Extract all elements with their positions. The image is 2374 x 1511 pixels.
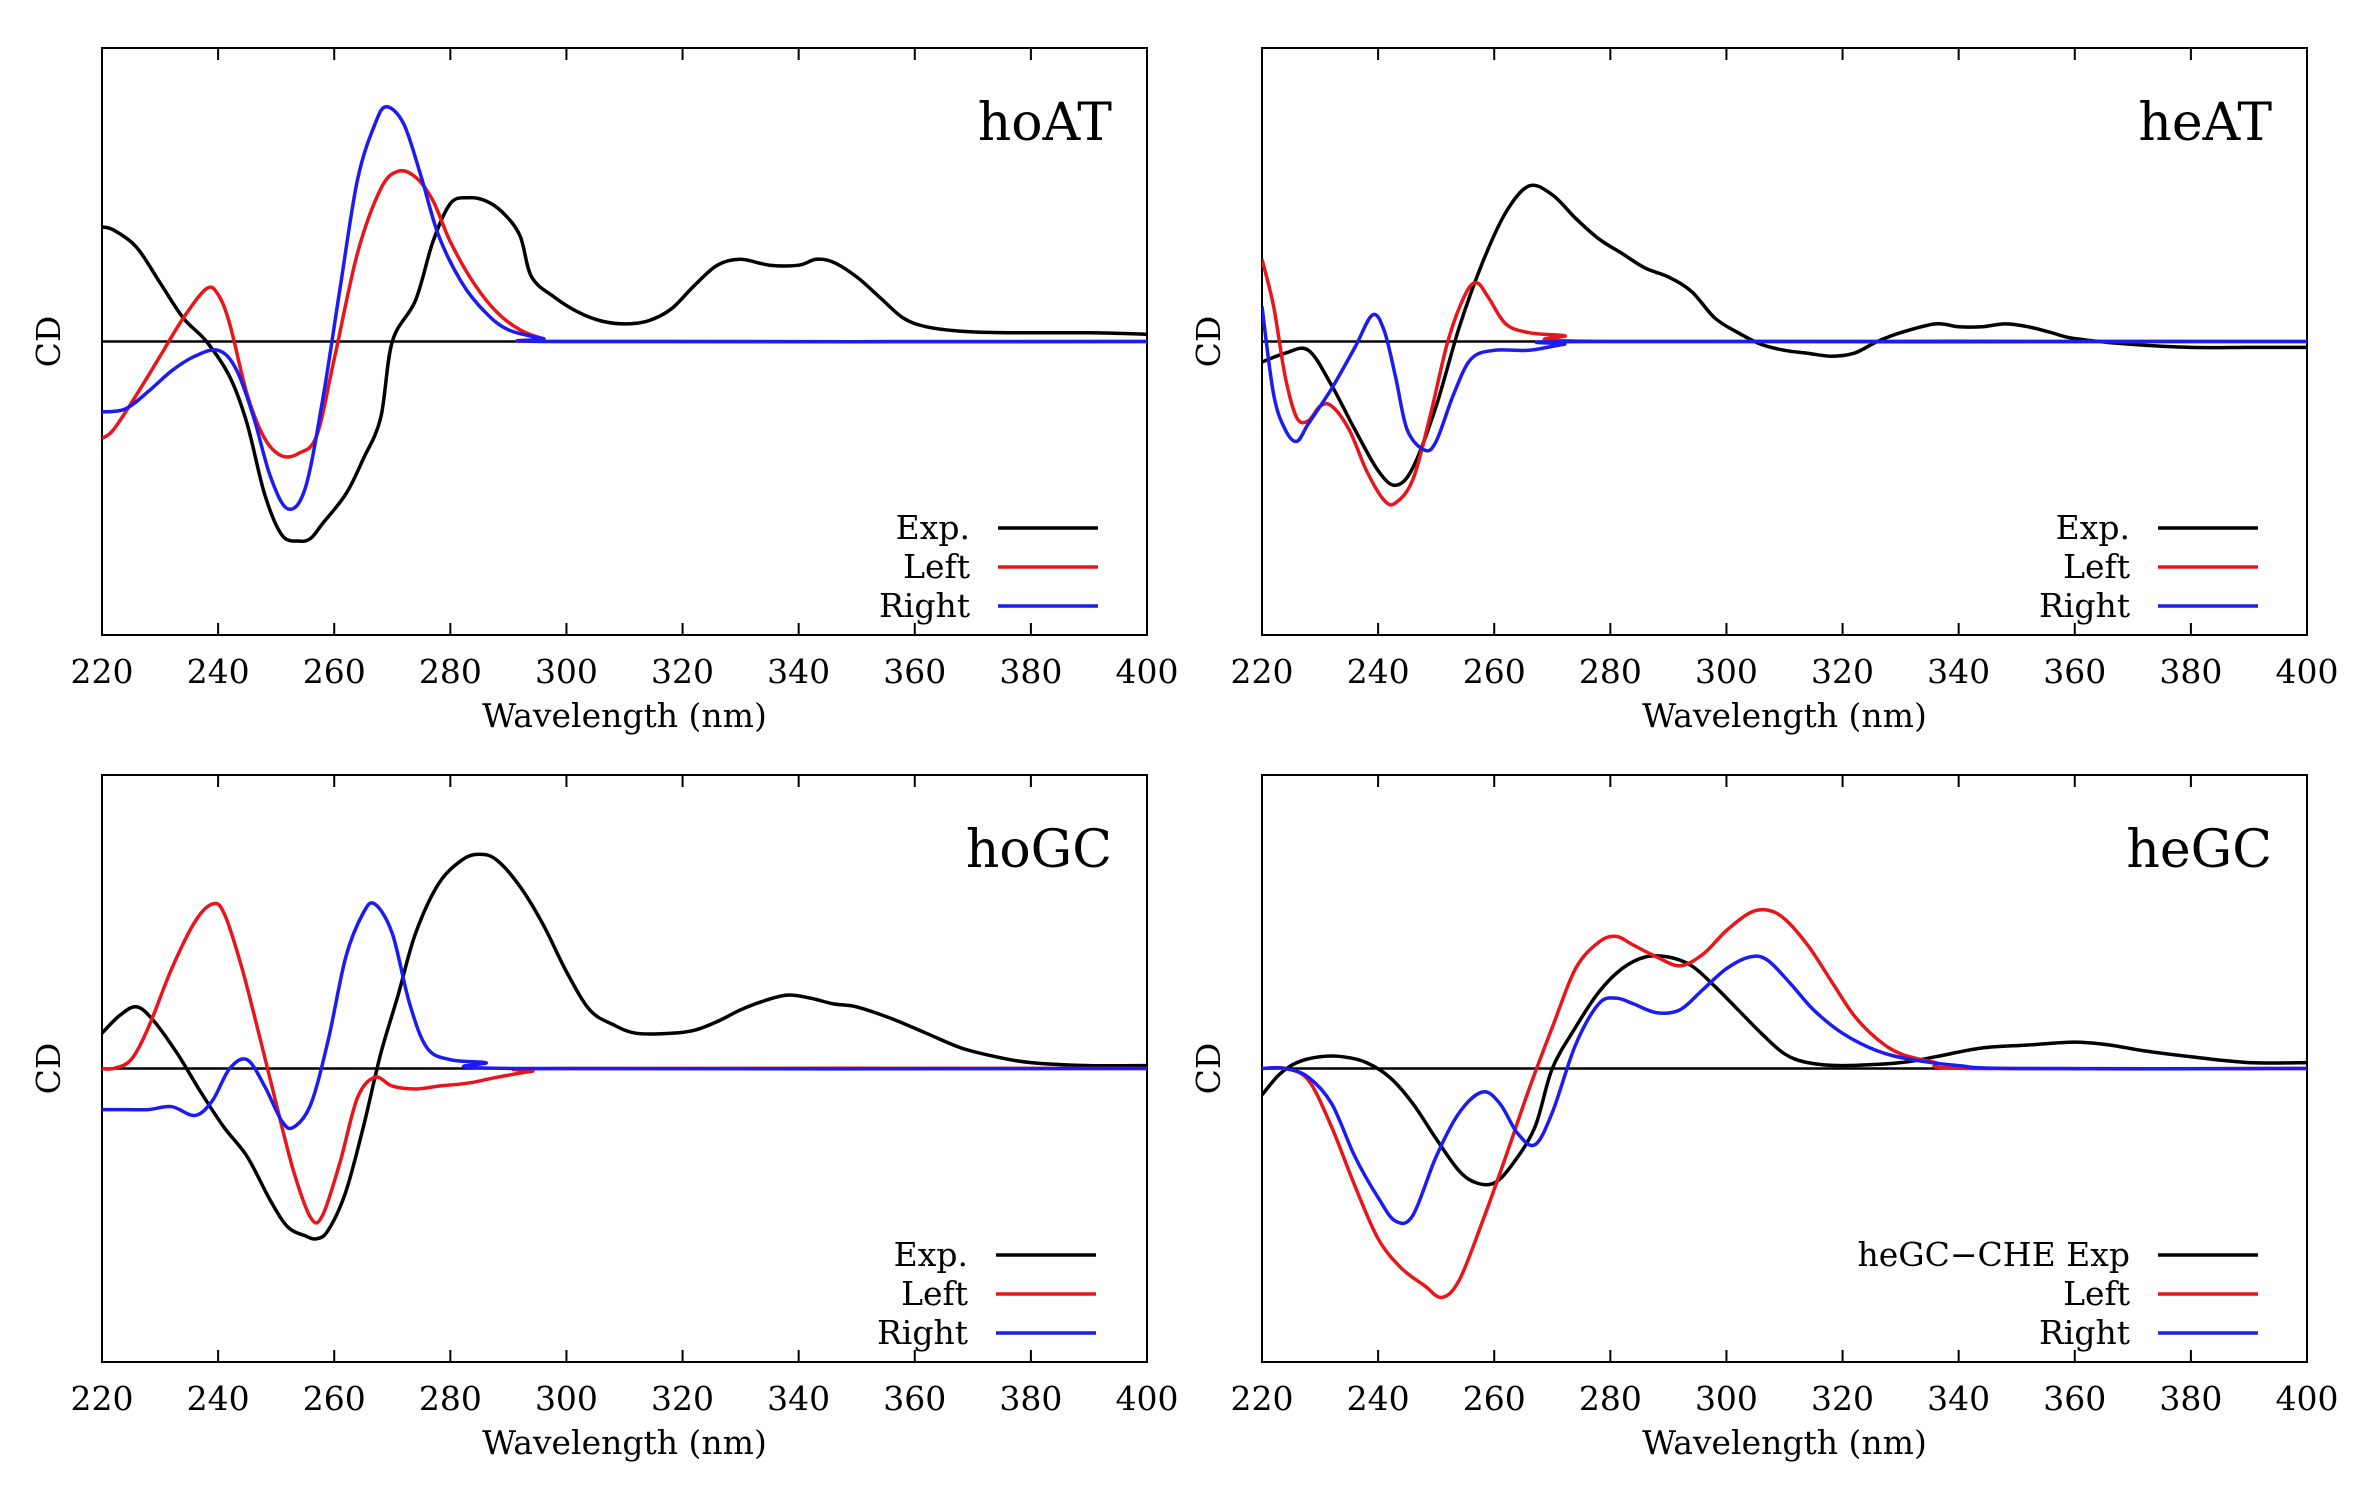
x-tick-label: 340	[767, 1379, 830, 1418]
series-line-right	[1262, 954, 2307, 1226]
x-tick-label: 400	[1116, 1379, 1179, 1418]
x-tick-label: 300	[1695, 1379, 1758, 1418]
panel-hegc: 220 240 260 280 300 320 340 360 380 400 Wavelength…	[1189, 774, 2339, 1462]
x-tick-label: 300	[535, 1379, 598, 1418]
x-tick-label: 260	[303, 652, 366, 691]
x-tick-label: 400	[2276, 1379, 2339, 1418]
x-tick-label: 340	[1927, 1379, 1990, 1418]
series-line-left	[102, 901, 1147, 1225]
series-line-exp	[1262, 183, 2307, 488]
x-tick-label: 380	[2159, 1379, 2222, 1418]
x-tick-label: 360	[2043, 652, 2106, 691]
series-line-left	[102, 168, 1147, 459]
panel-title: heGC	[2126, 820, 2272, 880]
x-tick-label: 220	[1231, 1379, 1294, 1418]
panel-hogc: 220 240 260 280 300 320 340 360 380 400 Wavelength…	[29, 774, 1179, 1462]
x-tick-label: 400	[2276, 652, 2339, 691]
x-tick-label: 220	[71, 1379, 134, 1418]
series-line-left	[1262, 258, 2307, 507]
x-tick-label: 320	[651, 652, 714, 691]
legend-label: Exp.	[896, 508, 970, 547]
x-tick-label: 280	[419, 652, 482, 691]
x-tick-label: 220	[71, 652, 134, 691]
x-tick-label: 380	[999, 652, 1062, 691]
legend-label: Left	[901, 1274, 968, 1313]
legend-label: Exp.	[894, 1235, 968, 1274]
panel-heat: 220 240 260 280 300 320 340 360 380 400 Wavelength…	[1189, 47, 2339, 735]
series-line-left	[1262, 907, 2307, 1300]
x-tick-label: 280	[1579, 652, 1642, 691]
x-tick-label: 340	[1927, 652, 1990, 691]
x-tick-label: 240	[1347, 1379, 1410, 1418]
x-tick-label: 380	[2159, 652, 2222, 691]
x-tick-label: 260	[303, 1379, 366, 1418]
legend-label: Left	[903, 547, 970, 586]
x-tick-label: 320	[651, 1379, 714, 1418]
x-tick-label: 320	[1811, 652, 1874, 691]
x-axis-label: Wavelength (nm)	[482, 696, 767, 735]
series-line-right	[102, 104, 1147, 511]
y-axis-label: CD	[29, 316, 68, 368]
x-tick-label: 240	[187, 652, 250, 691]
x-tick-label: 360	[2043, 1379, 2106, 1418]
x-axis-label: Wavelength (nm)	[482, 1423, 767, 1462]
x-tick-label: 340	[767, 652, 830, 691]
x-tick-label: 380	[999, 1379, 1062, 1418]
series-line-right	[1262, 306, 2307, 453]
legend-label: Right	[879, 586, 970, 625]
legend-label: heGC−CHE Exp	[1858, 1235, 2130, 1274]
x-axis-label: Wavelength (nm)	[1642, 696, 1927, 735]
series-line-right	[102, 901, 1147, 1131]
x-axis-label: Wavelength (nm)	[1642, 1423, 1927, 1462]
y-axis-label: CD	[1189, 1043, 1228, 1095]
x-tick-label: 240	[1347, 652, 1410, 691]
x-tick-label: 280	[419, 1379, 482, 1418]
legend-label: Left	[2063, 547, 2130, 586]
x-tick-label: 400	[1116, 652, 1179, 691]
x-tick-label: 240	[187, 1379, 250, 1418]
panel-title: hoAT	[978, 93, 1113, 153]
x-tick-label: 280	[1579, 1379, 1642, 1418]
x-tick-label: 260	[1463, 652, 1526, 691]
legend-label: Right	[2039, 1313, 2130, 1352]
x-tick-label: 260	[1463, 1379, 1526, 1418]
y-axis-label: CD	[29, 1043, 68, 1095]
series-line-exp	[102, 195, 1147, 544]
y-axis-label: CD	[1189, 316, 1228, 368]
panel-title: heAT	[2138, 93, 2272, 153]
x-tick-label: 360	[883, 1379, 946, 1418]
x-tick-label: 360	[883, 652, 946, 691]
legend-label: Right	[877, 1313, 968, 1352]
panel-title: hoGC	[966, 820, 1112, 880]
series-line-exp	[102, 852, 1147, 1241]
panel-hoat: 220 240 260 280 300 320 340 360 380 400 Wavelength…	[29, 47, 1179, 735]
legend-label: Right	[2039, 586, 2130, 625]
x-tick-label: 300	[535, 652, 598, 691]
x-tick-label: 320	[1811, 1379, 1874, 1418]
x-tick-label: 220	[1231, 652, 1294, 691]
series-line-hegc-che-exp	[1262, 953, 2307, 1187]
legend-label: Left	[2063, 1274, 2130, 1313]
legend-label: Exp.	[2056, 508, 2130, 547]
x-tick-label: 300	[1695, 652, 1758, 691]
